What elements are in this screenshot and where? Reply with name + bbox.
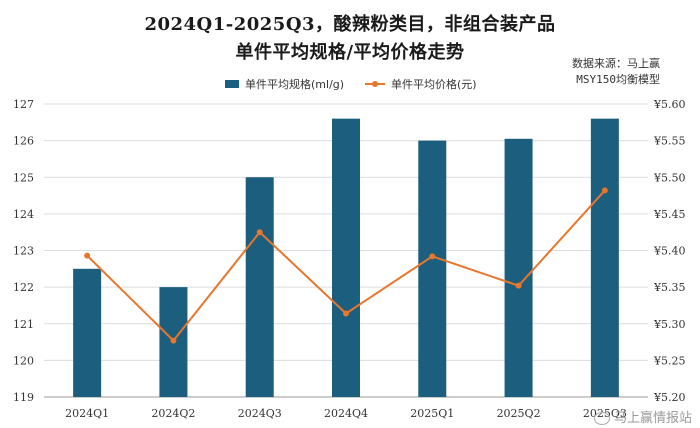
bar	[245, 177, 274, 397]
legend-line-label: 单件平均价格(元)	[391, 78, 477, 91]
right-tick-label: ¥5.45	[653, 208, 686, 221]
left-tick-label: 120	[13, 354, 34, 367]
model-label: MSY150均衡模型	[576, 73, 660, 86]
x-tick-label: 2024Q1	[65, 407, 109, 420]
x-tick-label: 2025Q1	[410, 407, 454, 420]
right-tick-label: ¥5.50	[653, 171, 686, 184]
x-tick-label: 2024Q2	[151, 407, 195, 420]
legend-bar-label: 单件平均规格(ml/g)	[245, 78, 345, 91]
bar	[332, 118, 360, 398]
chart-title: 2024Q1-2025Q3，酸辣粉类目，非组合装产品	[144, 14, 556, 35]
left-tick-label: 122	[13, 281, 34, 294]
price-point	[601, 187, 608, 194]
bar	[590, 118, 619, 398]
price-point	[256, 229, 263, 236]
right-tick-label: ¥5.30	[653, 318, 686, 331]
right-tick-label: ¥5.25	[653, 354, 686, 367]
x-tick-label: 2024Q3	[238, 407, 282, 420]
price-point	[84, 252, 91, 259]
x-tick-label: 2025Q2	[497, 407, 541, 420]
bar	[418, 140, 447, 397]
left-tick-label: 124	[13, 208, 34, 221]
left-tick-label: 125	[13, 171, 34, 184]
chart-subtitle: 单件平均规格/平均价格走势	[235, 42, 465, 63]
right-tick-label: ¥5.35	[653, 281, 686, 294]
legend-item-bar: 单件平均规格(ml/g)	[225, 76, 344, 92]
right-tick-label: ¥5.20	[653, 391, 686, 404]
x-tick-label: 2024Q4	[324, 407, 368, 420]
price-point	[429, 253, 436, 260]
left-tick-label: 127	[13, 98, 34, 111]
legend-line-swatch	[365, 81, 385, 87]
left-tick-label: 123	[13, 245, 34, 258]
legend-bar-swatch	[225, 80, 239, 88]
watermark: 马上赢情报站	[593, 407, 692, 426]
watermark-text: 马上赢情报站	[613, 411, 692, 426]
legend-item-line: 单件平均价格(元)	[365, 76, 477, 92]
bar	[504, 138, 533, 397]
source-label: 数据来源：马上赢	[572, 57, 660, 70]
right-tick-label: ¥5.55	[653, 135, 686, 148]
right-tick-label: ¥5.40	[653, 245, 686, 258]
weibo-logo-icon	[593, 412, 610, 425]
price-point	[170, 337, 177, 344]
right-tick-label: ¥5.60	[653, 98, 686, 111]
price-point	[343, 310, 349, 317]
bar	[73, 268, 102, 397]
price-point	[515, 282, 522, 289]
left-tick-label: 126	[13, 135, 34, 148]
left-tick-label: 121	[13, 318, 34, 331]
left-tick-label: 119	[13, 391, 34, 404]
